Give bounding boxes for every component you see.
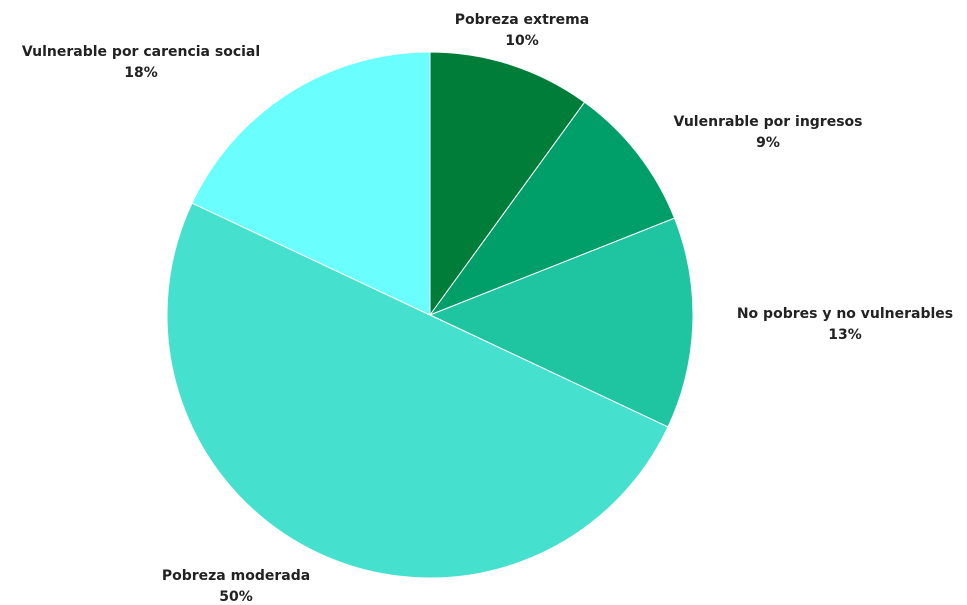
slice-label-pobreza-moderada: Pobreza moderada (162, 568, 310, 584)
pie-slice-vulnerable-carencia[interactable] (191, 51, 431, 316)
slice-label-vulnerable-carencia: Vulnerable por carencia social (22, 44, 260, 60)
slice-label-no-pobres: No pobres y no vulnerables (737, 306, 953, 322)
slice-percent-pobreza-moderada: 50% (219, 589, 253, 605)
pie-labels: Pobreza extrema 10% Vulenrable por ingreso… (22, 12, 953, 605)
pie-slice-pobreza-extrema[interactable] (429, 51, 586, 317)
pie-slices (166, 51, 694, 579)
pie-slice-pobreza-moderada[interactable] (166, 202, 669, 579)
slice-percent-vulnerable-carencia: 18% (124, 65, 158, 81)
slice-label-pobreza-extrema: Pobreza extrema (455, 12, 589, 28)
pie-slice-vulnerable-ingresos[interactable] (428, 101, 676, 317)
slice-percent-pobreza-extrema: 10% (505, 33, 539, 49)
slice-label-vulnerable-ingresos: Vulenrable por ingresos (674, 114, 863, 130)
slice-percent-no-pobres: 13% (828, 327, 862, 343)
pie-slice-no-pobres[interactable] (428, 217, 694, 428)
slice-percent-vulnerable-ingresos: 9% (756, 135, 780, 151)
